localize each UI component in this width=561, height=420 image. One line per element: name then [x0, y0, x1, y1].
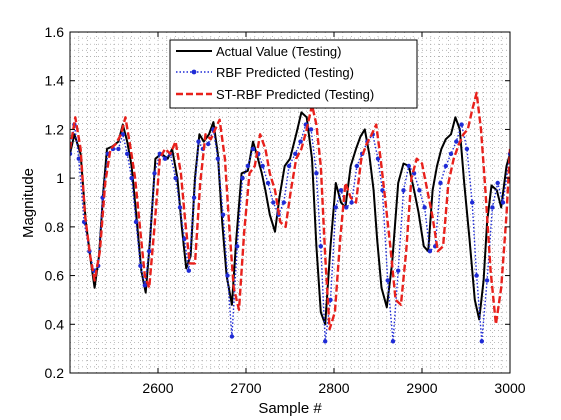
rbf-point: [438, 180, 443, 186]
rbf-point: [177, 205, 183, 210]
rbf-point: [271, 200, 276, 205]
series-2: [70, 91, 510, 331]
legend-label: RBF Predicted (Testing): [216, 65, 354, 80]
rbf-point: [344, 205, 349, 210]
y-tick-label: 1.2: [45, 121, 65, 137]
rbf-point: [286, 163, 292, 169]
rbf-point: [422, 205, 427, 210]
rbf-point: [500, 200, 506, 205]
rbf-point: [182, 236, 187, 242]
rbf-point: [152, 171, 157, 176]
rbf-point: [225, 273, 230, 278]
legend-label: ST-RBF Predicted (Testing): [216, 87, 374, 102]
y-tick-label: 1.4: [45, 73, 65, 89]
legend: Actual Value (Testing) RBF Predicted (Tes…: [169, 39, 418, 109]
rbf-point: [142, 283, 147, 288]
x-tick-label: 3000: [494, 380, 525, 396]
rbf-point: [427, 249, 433, 254]
y-tick-label: 1.6: [45, 24, 65, 40]
rbf-point: [245, 163, 250, 169]
rbf-point: [308, 127, 314, 132]
rbf-point: [240, 175, 245, 181]
rbf-point: [406, 163, 411, 169]
x-tick-label: 2800: [318, 380, 349, 396]
rbf-point: [338, 188, 344, 193]
rbf-point: [229, 334, 235, 339]
rbf-point: [443, 163, 448, 169]
rbf-point: [349, 200, 354, 205]
rbf-point: [484, 278, 490, 283]
rbf-point: [490, 205, 495, 210]
rbf-point: [260, 163, 265, 169]
rbf-point: [385, 278, 390, 283]
rbf-point: [116, 146, 121, 152]
rbf-point: [459, 122, 464, 127]
rbf-point: [474, 273, 479, 278]
x-tick-label: 2900: [406, 380, 437, 396]
rbf-point: [396, 268, 401, 273]
y-tick-label: 1: [56, 170, 64, 186]
rbf-point: [314, 171, 319, 176]
rbf-point: [323, 339, 328, 344]
axis-ticks: 2600 2700 2800 2900 3000 0.2 0.4 0.6 0.8 1 1.2 1.4 1…: [45, 24, 526, 396]
rbf-point: [162, 156, 168, 161]
rbf-point: [470, 200, 475, 205]
series-line-rbf: [70, 121, 510, 342]
rbf-point: [454, 139, 459, 144]
rbf-point: [173, 175, 178, 181]
x-tick-label: 2600: [142, 380, 173, 396]
rbf-point: [495, 180, 500, 186]
rbf-point: [293, 151, 298, 156]
rbf-point: [186, 268, 191, 273]
rbf-point: [354, 163, 360, 169]
plot-frame: [69, 31, 511, 374]
rbf-point: [390, 339, 396, 344]
legend-marker-rbf: [191, 69, 197, 75]
rbf-point: [220, 212, 226, 217]
x-tick-label: 2700: [230, 380, 261, 396]
rbf-point: [70, 151, 73, 156]
rbf-point: [298, 139, 303, 144]
y-axis-label: Magnitude: [20, 168, 37, 238]
rbf-point: [375, 156, 381, 161]
y-tick-label: 0.8: [45, 219, 65, 235]
rbf-point: [265, 180, 271, 186]
rbf-point: [333, 205, 338, 210]
rbf-point: [133, 219, 139, 225]
x-axis-label: Sample #: [258, 400, 322, 417]
rbf-point: [129, 175, 134, 181]
series-layer: [70, 91, 510, 344]
series-line-st-rbf: [70, 91, 510, 331]
rbf-point: [76, 156, 82, 161]
rbf-point: [417, 188, 422, 193]
rbf-point: [125, 151, 130, 156]
rbf-point: [318, 244, 323, 249]
rbf-point: [401, 188, 406, 193]
rbf-point: [147, 249, 152, 254]
rbf-point: [196, 139, 201, 144]
rbf-point: [448, 151, 454, 156]
rbf-point: [250, 146, 256, 152]
y-tick-label: 0.4: [45, 316, 65, 332]
rbf-point: [328, 297, 333, 303]
rbf-point: [281, 200, 286, 205]
rbf-point: [479, 339, 484, 344]
legend-label: Actual Value (Testing): [216, 44, 342, 59]
rbf-point: [138, 263, 143, 268]
rbf-point: [191, 195, 197, 200]
rbf-point: [235, 244, 240, 249]
y-tick-label: 0.6: [45, 268, 65, 284]
rbf-point: [215, 156, 220, 161]
rbf-point: [464, 146, 470, 152]
rbf-point: [206, 141, 211, 147]
y-tick-label: 0.2: [45, 365, 65, 381]
